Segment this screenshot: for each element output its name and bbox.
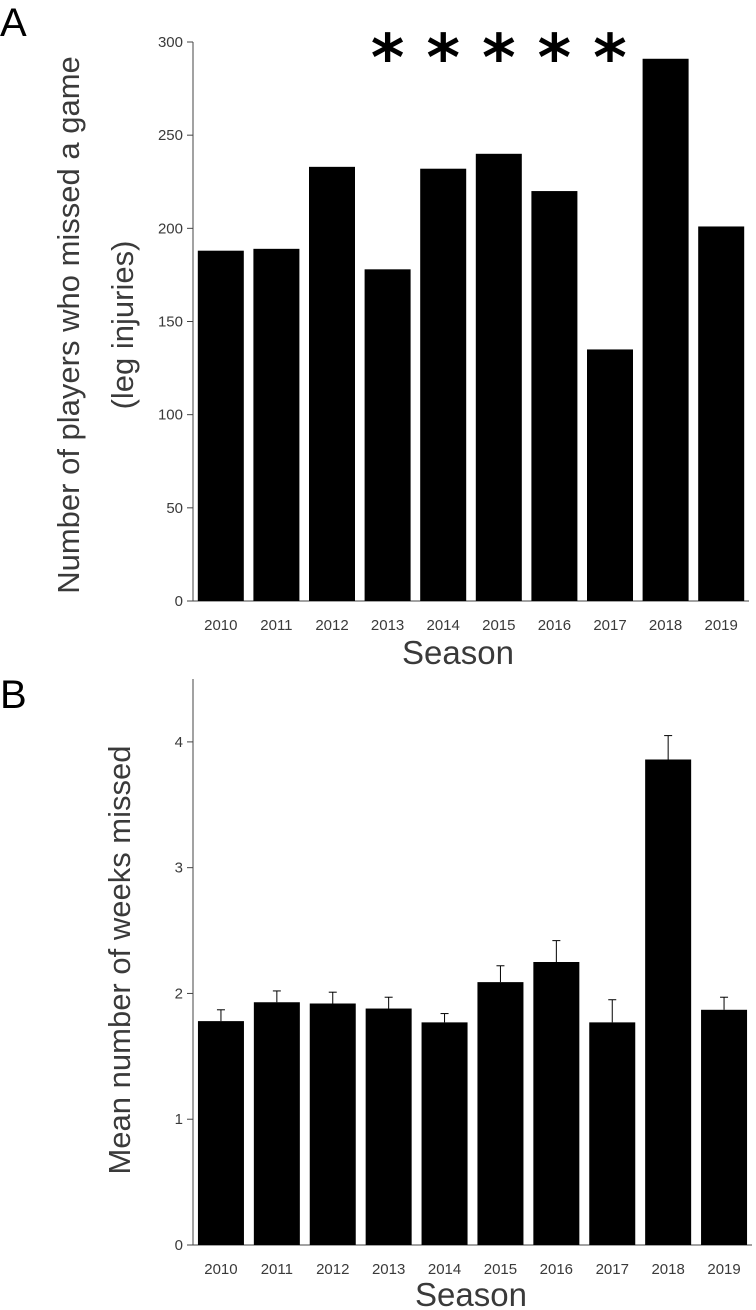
panel-b-bar-2017 — [589, 1022, 636, 1245]
panel-a-bar-2012 — [309, 166, 355, 602]
panel-b-error-bar-2016 — [552, 940, 561, 962]
panel-b-y-tick-label: 4 — [175, 734, 183, 751]
panel-a-x-tick-label-2019: 2019 — [705, 617, 738, 634]
panel-a-x-tick-label-2011: 2011 — [260, 617, 292, 634]
panel-a-y-axis-title-line1: Number of players who missed a game — [51, 56, 86, 594]
panel-b-bar-chart: B 0 1 2 3 4 2010 2011 2012 2013 2014 2015 2016 2017… — [0, 673, 752, 1310]
panel-a-significance-star-2014: * — [426, 22, 459, 96]
panel-a-x-axis-title: Season — [402, 634, 514, 671]
panel-b-x-tick-label-2019: 2019 — [707, 1261, 740, 1278]
panel-a-bar-2013 — [364, 269, 411, 601]
panel-b-y-tick-label: 2 — [175, 985, 183, 1002]
panel-b-x-ticks: 2010 2011 2012 2013 2014 2015 2016 2017 2018 2019 — [204, 1261, 740, 1278]
panel-a-x-tick-label-2018: 2018 — [649, 617, 682, 634]
panel-b-bar-2015 — [477, 982, 524, 1245]
panel-b-x-tick-label-2015: 2015 — [484, 1261, 517, 1278]
panel-b-bar-2012 — [309, 1003, 356, 1245]
panel-b-y-axis-title: Mean number of weeks missed — [102, 745, 137, 1174]
panel-b-x-tick-label-2013: 2013 — [372, 1261, 405, 1278]
panel-a-y-ticks: 0 50 100 150 200 250 300 — [158, 34, 193, 610]
panel-a-bar-2011 — [253, 248, 300, 601]
panel-b-bar-2016 — [533, 962, 580, 1245]
panel-b-x-tick-label-2010: 2010 — [204, 1261, 237, 1278]
panel-a-x-tick-label-2010: 2010 — [204, 617, 237, 634]
panel-b-x-tick-label-2016: 2016 — [540, 1261, 573, 1278]
panel-a-x-ticks: 2010 2011 2012 2013 2014 2015 2016 2017 2018 2019 — [204, 617, 738, 634]
panel-b-x-tick-label-2018: 2018 — [651, 1261, 684, 1278]
panel-b-bars — [197, 759, 748, 1245]
panel-b-bar-2018 — [645, 759, 692, 1245]
panel-a-significance-star-2015: * — [482, 22, 515, 96]
panel-a-bar-2010 — [197, 250, 244, 601]
panel-a-bar-2015 — [475, 153, 522, 602]
panel-a-y-tick-label: 200 — [158, 220, 183, 237]
panel-b-y-tick-label: 1 — [175, 1111, 183, 1128]
panel-b-error-bar-2012 — [328, 991, 337, 1004]
panel-b-x-tick-label-2011: 2011 — [261, 1261, 293, 1278]
panel-a-x-tick-label-2016: 2016 — [538, 617, 571, 634]
panel-a-significance-markers: * * * * * — [371, 22, 627, 96]
panel-a-y-tick-label: 300 — [158, 34, 183, 51]
panel-a-y-tick-label: 100 — [158, 407, 183, 424]
panel-a-significance-star-2016: * — [538, 22, 571, 96]
panel-b-x-tick-label-2012: 2012 — [316, 1261, 349, 1278]
panel-b-error-bars — [216, 735, 729, 1023]
panel-b-x-axis-title: Season — [415, 1276, 527, 1310]
panel-b-bar-2013 — [365, 1008, 412, 1245]
panel-a-bar-2019 — [698, 226, 745, 601]
panel-a-significance-star-2013: * — [371, 22, 404, 96]
panel-b-bar-2019 — [701, 1009, 748, 1245]
panel-a-significance-star-2017: * — [593, 22, 626, 96]
panel-a-y-tick-label: 0 — [175, 593, 183, 610]
panel-b-error-bar-2011 — [272, 990, 281, 1003]
panel-a-x-tick-label-2014: 2014 — [427, 617, 460, 634]
panel-a-x-tick-label-2012: 2012 — [315, 617, 348, 634]
panel-b-error-bar-2018 — [664, 735, 673, 760]
panel-b-error-bar-2013 — [384, 996, 393, 1009]
panel-b-bar-2011 — [253, 1002, 300, 1245]
panel-a-label: A — [0, 1, 27, 45]
panel-a-bars — [197, 58, 745, 602]
panel-b-x-tick-label-2017: 2017 — [596, 1261, 629, 1278]
panel-a-x-tick-label-2015: 2015 — [482, 617, 515, 634]
panel-b-x-tick-label-2014: 2014 — [428, 1261, 461, 1278]
panel-b-error-bar-2010 — [216, 1009, 225, 1022]
panel-a-bar-2017 — [587, 349, 633, 601]
panel-a-x-tick-label-2017: 2017 — [593, 617, 626, 634]
panel-b-error-bar-2015 — [496, 965, 505, 983]
panel-a-bar-2016 — [531, 191, 578, 602]
panel-b-y-tick-label: 0 — [175, 1237, 183, 1254]
panel-a-y-tick-label: 50 — [166, 500, 183, 517]
panel-a-y-tick-label: 250 — [158, 127, 183, 144]
panel-a-y-axis-title-line2: (leg injuries) — [105, 241, 140, 410]
panel-a-bar-2018 — [642, 58, 689, 601]
panel-b-bar-2014 — [421, 1022, 468, 1245]
panel-b-error-bar-2017 — [608, 999, 617, 1023]
panel-b-bar-2010 — [197, 1021, 244, 1245]
panel-b-error-bar-2019 — [720, 996, 729, 1010]
panel-b-y-tick-label: 3 — [175, 860, 183, 877]
panel-b-label: B — [0, 673, 27, 717]
panel-b-error-bar-2014 — [440, 1013, 449, 1023]
panel-a-x-tick-label-2013: 2013 — [371, 617, 404, 634]
panel-a-y-tick-label: 150 — [158, 314, 183, 331]
panel-b-y-ticks: 0 1 2 3 4 — [175, 734, 193, 1254]
panel-a-bar-2014 — [420, 168, 467, 601]
